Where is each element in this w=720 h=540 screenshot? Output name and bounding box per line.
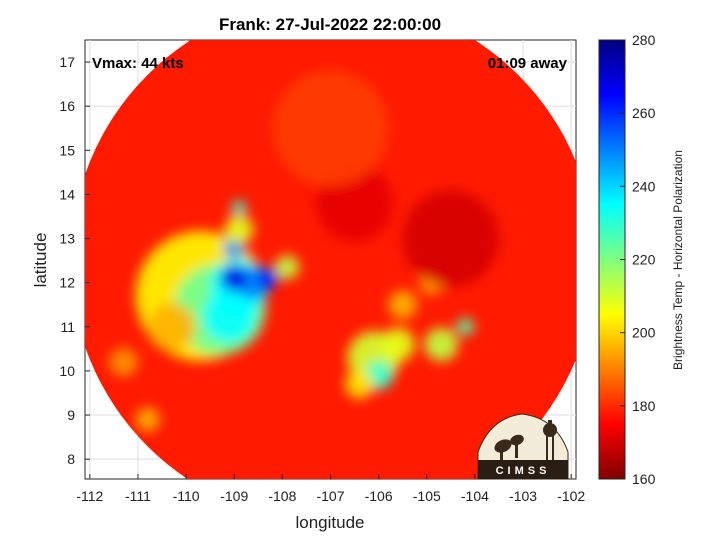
temperature-feature (275, 255, 300, 280)
temperature-feature (257, 267, 279, 289)
temperature-feature (402, 190, 499, 287)
x-axis-label: longitude (295, 513, 364, 532)
x-tick-label: -105 (413, 488, 441, 504)
y-tick-label: 12 (59, 275, 75, 291)
x-tick-label: -111 (125, 488, 151, 504)
temperature-feature (147, 302, 196, 351)
colorbar-tick-label: 240 (632, 178, 656, 194)
time-away-label: 01:09 away (488, 55, 568, 72)
temperature-feature (424, 327, 459, 362)
y-tick-label: 8 (67, 451, 75, 467)
y-tick-label: 13 (59, 231, 75, 247)
map-title: Frank: 27-Jul-2022 22:00:00 (219, 15, 441, 34)
x-tick-label: -102 (557, 488, 585, 504)
temperature-feature (224, 215, 254, 245)
colorbar-tick-label: 160 (632, 471, 656, 487)
temperature-feature (381, 327, 415, 362)
temperature-feature (135, 407, 160, 432)
x-tick-label: -103 (509, 488, 537, 504)
vmax-label: Vmax: 44 kts (92, 55, 184, 72)
temperature-feature (109, 347, 138, 377)
temperature-feature (456, 318, 474, 336)
x-tick-label: -112 (76, 488, 103, 504)
temperature-feature (272, 70, 389, 187)
x-tick-label: -106 (365, 488, 393, 504)
x-tick-label: -110 (173, 488, 200, 504)
x-axis: -112 -111 -110 -109 -108 -107 -106 -105 -104 -103… (76, 474, 585, 504)
x-tick-label: -104 (461, 488, 489, 504)
cimss-logo: CIMSS (477, 413, 569, 480)
y-tick-label: 10 (59, 363, 75, 379)
swath-layer (85, 40, 576, 479)
colorbar-label: Brightness Temp - Horizontal Polarizatio… (671, 150, 685, 370)
y-tick-label: 11 (60, 319, 75, 335)
colorbar-tick-label: 220 (632, 252, 656, 268)
y-axis-label: latitude (31, 233, 50, 288)
logo-text: CIMSS (496, 465, 551, 477)
colorbar-tick-label: 200 (632, 325, 656, 341)
colorbar-tick-label: 280 (632, 32, 656, 48)
y-tick-label: 9 (67, 407, 75, 423)
y-tick-label: 14 (59, 186, 75, 202)
temperature-feature (344, 369, 374, 399)
y-tick-label: 16 (59, 98, 75, 114)
y-tick-label: 17 (59, 54, 75, 70)
x-tick-label: -108 (268, 488, 296, 504)
temperature-feature (231, 200, 247, 215)
x-tick-label: -107 (316, 488, 344, 504)
colorbar-tick-label: 260 (632, 105, 656, 121)
y-axis: 8 9 10 11 12 13 14 15 16 17 (59, 54, 90, 467)
colorbar-tick-label: 180 (632, 398, 656, 414)
y-tick-label: 15 (59, 142, 75, 158)
temperature-feature (220, 264, 248, 292)
x-tick-label: -109 (220, 488, 248, 504)
colorbar-ticks: 160 180 200 220 240 260 280 (620, 32, 656, 487)
temperature-feature (388, 290, 418, 320)
